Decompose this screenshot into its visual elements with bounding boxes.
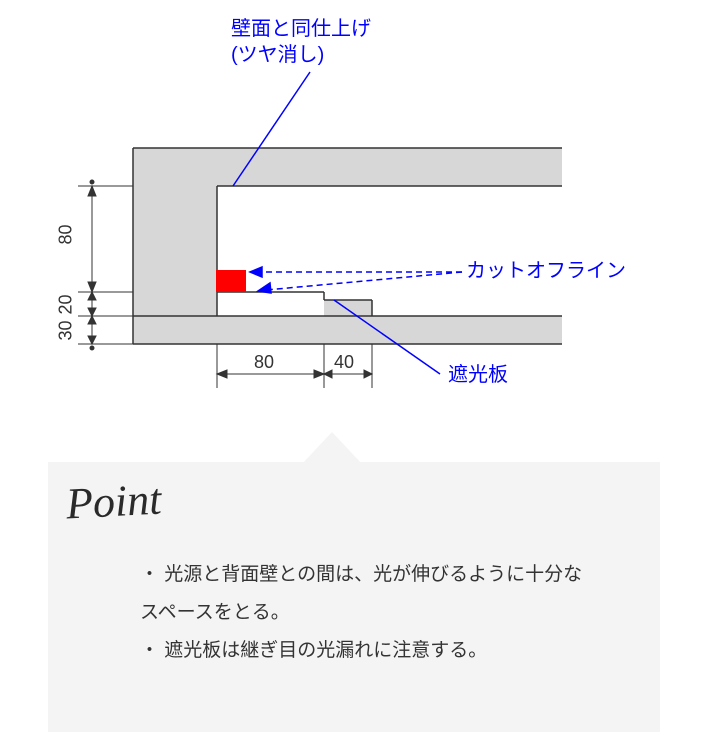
bullet-text: 光源と背面壁との間は、光が伸びるように十分なスペースをとる。 (140, 564, 582, 623)
annotation-text: 遮光板 (448, 364, 508, 386)
annotation-text: カットオフライン (466, 260, 626, 282)
annotation-shading-plate: 遮光板 (448, 362, 508, 388)
annotation-wall-finish: 壁面と同仕上げ (ツヤ消し) (231, 16, 371, 68)
dim-value: 80 (254, 352, 274, 372)
dim-h40: 40 (334, 352, 354, 373)
dim-v20: 20 (56, 294, 77, 314)
dim-v80: 80 (56, 224, 77, 244)
list-item: 遮光板は継ぎ目の光漏れに注意する。 (140, 632, 600, 670)
diagram-canvas: 壁面と同仕上げ (ツヤ消し) カットオフライン 遮光板 80 20 30 80 … (0, 0, 702, 756)
dim-value: 40 (334, 352, 354, 372)
point-title-text: Point (65, 475, 163, 529)
point-bullets: 光源と背面壁との間は、光が伸びるように十分なスペースをとる。 遮光板は継ぎ目の光… (140, 556, 600, 670)
annotation-cutoff-line: カットオフライン (466, 258, 626, 284)
annotation-text: (ツヤ消し) (231, 44, 324, 66)
dim-value: 20 (56, 294, 76, 314)
annotation-text: 壁面と同仕上げ (231, 18, 371, 40)
bullet-text: 遮光板は継ぎ目の光漏れに注意する。 (164, 640, 487, 661)
point-title: Point (65, 474, 163, 530)
list-item: 光源と背面壁との間は、光が伸びるように十分なスペースをとる。 (140, 556, 600, 632)
dim-h80: 80 (254, 352, 274, 373)
dim-v30: 30 (56, 320, 77, 340)
light-source-icon (216, 270, 246, 292)
dim-value: 80 (56, 224, 76, 244)
dim-value: 30 (56, 320, 76, 340)
point-triangle-icon (302, 432, 362, 464)
